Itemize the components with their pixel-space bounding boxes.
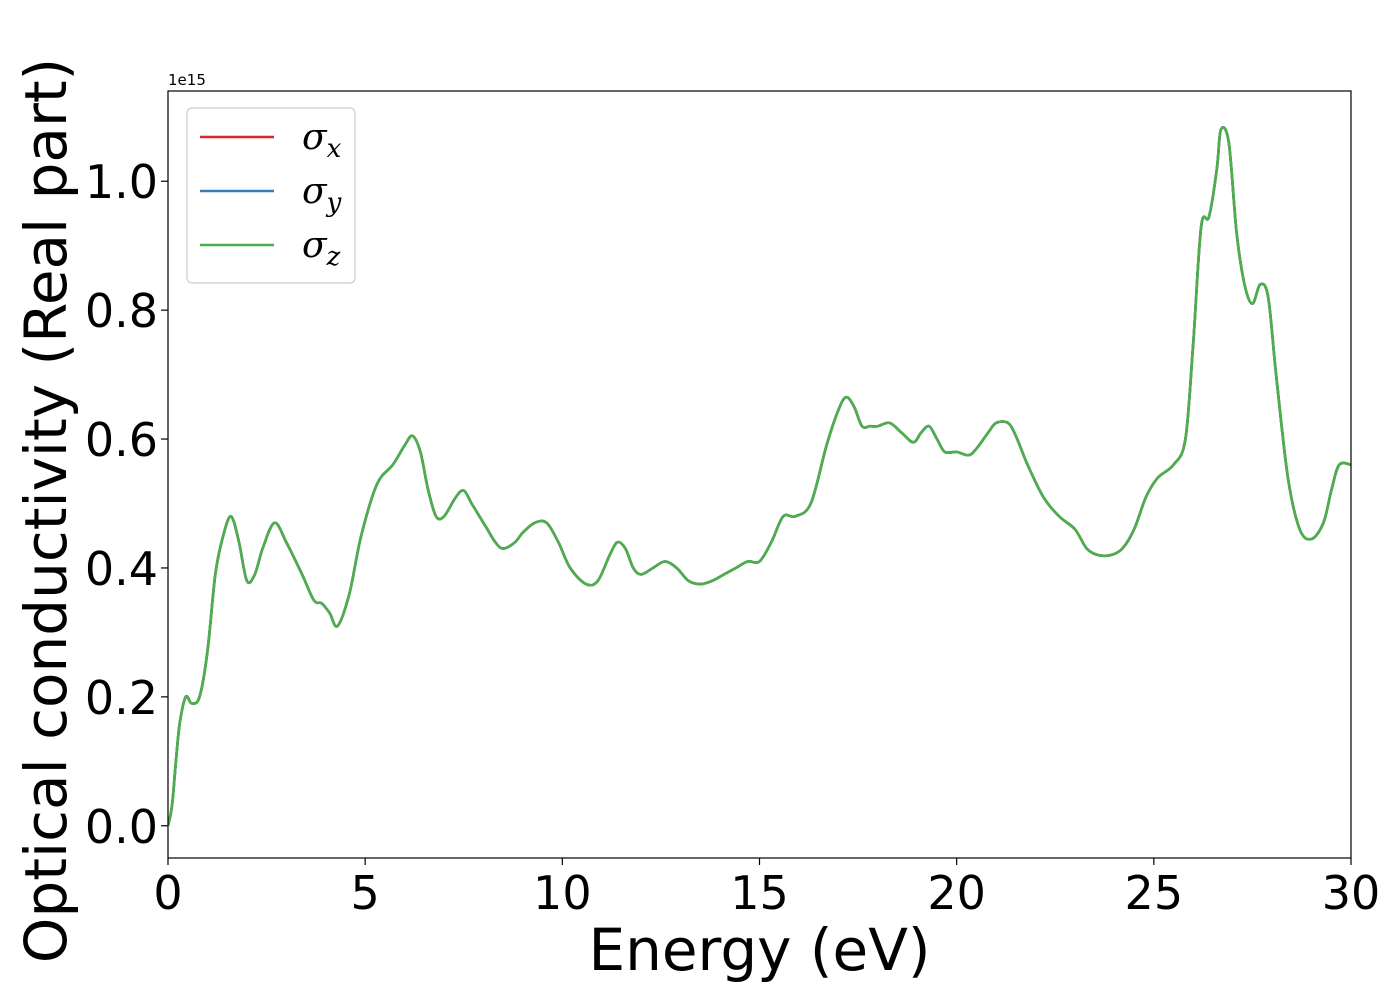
- x-tick-label: 0: [153, 866, 182, 920]
- x-tick-label: 30: [1322, 866, 1381, 920]
- x-tick-label: 5: [351, 866, 380, 920]
- x-axis-ticks: 0 5 10 15 20 25 30: [153, 858, 1380, 920]
- series-line-z: [168, 126, 1351, 827]
- legend-box: [186, 107, 356, 284]
- y-axis-ticks: 0.0 0.2 0.4 0.6 0.8 1.0: [85, 155, 168, 854]
- legend-label: σx: [302, 117, 342, 164]
- y-tick-label: 0.6: [85, 413, 158, 467]
- y-axis-offset-text: 1e15: [168, 71, 206, 89]
- y-tick-label: 0.0: [85, 800, 158, 854]
- legend-label: σy: [302, 171, 342, 218]
- y-axis-label: Optical conductivity (Real part): [12, 58, 80, 963]
- x-tick-label: 20: [927, 866, 986, 920]
- legend-label: σz: [302, 225, 341, 272]
- x-tick-label: 10: [533, 866, 592, 920]
- y-tick-label: 0.8: [85, 284, 158, 338]
- x-axis-label: Energy (eV): [588, 916, 930, 984]
- y-tick-label: 0.4: [85, 542, 158, 596]
- x-tick-label: 25: [1125, 866, 1184, 920]
- legend: σx σy σz: [186, 107, 356, 284]
- x-tick-label: 15: [730, 866, 789, 920]
- series-layer: [168, 126, 1351, 827]
- y-tick-label: 1.0: [85, 155, 158, 209]
- y-tick-label: 0.2: [85, 671, 158, 725]
